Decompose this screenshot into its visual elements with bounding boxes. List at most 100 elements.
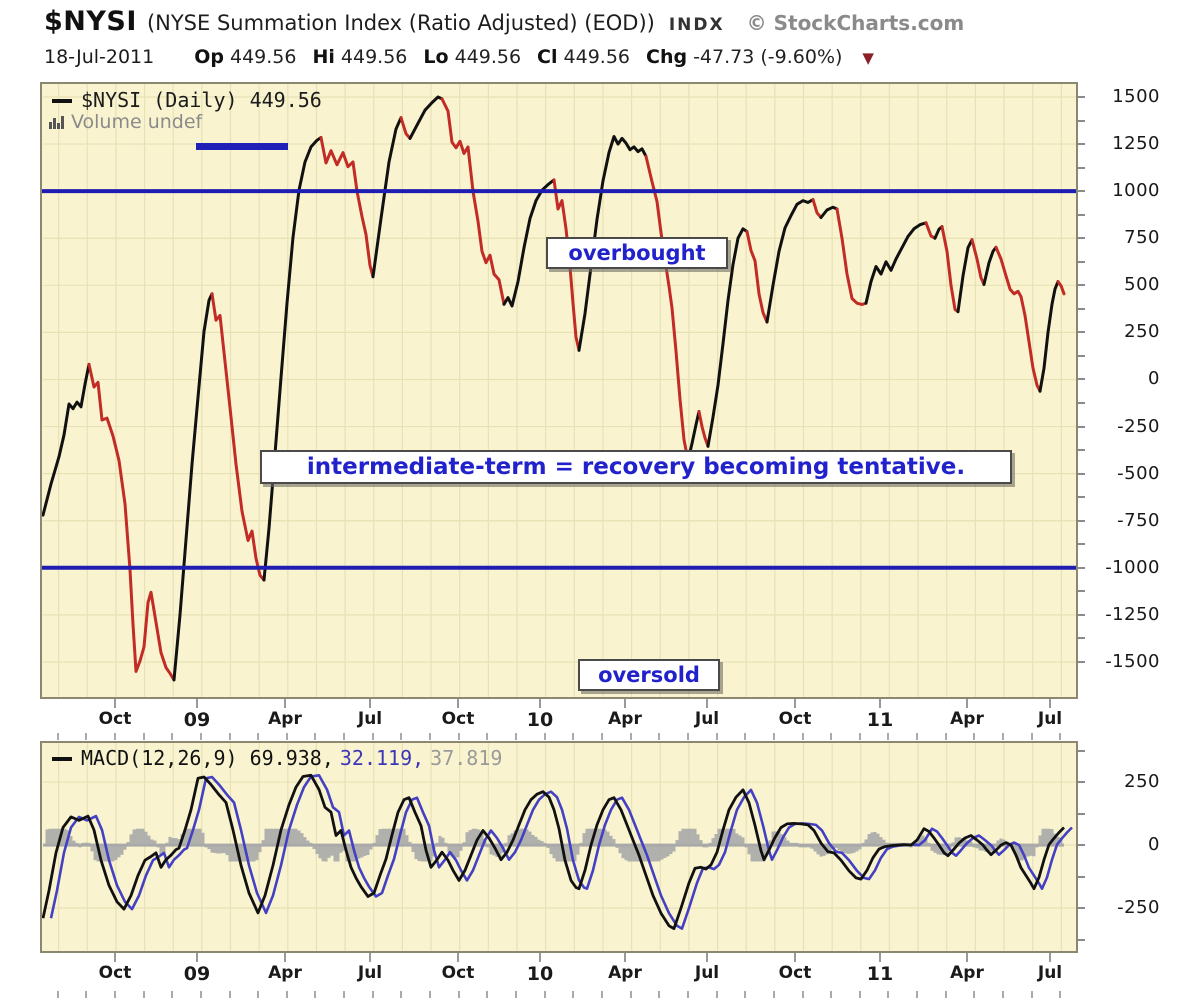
macd-histogram-bar xyxy=(639,845,643,862)
chart-header: $NYSI (NYSE Summation Index (Ratio Adjus… xyxy=(44,6,1084,37)
nysi-line-rising xyxy=(502,178,556,308)
macd-histogram-bar xyxy=(1023,845,1027,859)
macd-histogram-bar xyxy=(423,845,427,862)
y-axis-tick xyxy=(1078,378,1085,381)
y-axis-label: 1250 xyxy=(1112,133,1160,155)
x-axis-label: Apr xyxy=(950,963,984,983)
macd-histogram-bar xyxy=(1056,836,1060,846)
macd-histogram-bar xyxy=(132,829,136,846)
macd-histogram-bar xyxy=(327,845,331,858)
x-axis-minor-tick xyxy=(973,991,976,998)
volume-legend: Volume undef xyxy=(48,111,288,150)
x-axis-minor-tick xyxy=(572,991,575,998)
macd-histogram-bar xyxy=(1035,845,1039,848)
macd-histogram-bar xyxy=(54,828,58,846)
macd-histogram-bar xyxy=(288,828,292,846)
macd-histogram-bar xyxy=(1053,833,1057,846)
x-axis-label: 10 xyxy=(526,963,554,985)
macd-histogram-bar xyxy=(705,845,709,848)
macd-histogram-bar xyxy=(186,828,190,846)
macd-histogram-bar xyxy=(183,828,187,846)
y-axis-tick xyxy=(1078,590,1085,593)
x-axis-label: Jul xyxy=(1037,709,1063,729)
macd-histogram-bar xyxy=(852,845,856,853)
macd-histogram-bar xyxy=(606,831,610,846)
macd-histogram-bar xyxy=(840,845,844,853)
x-axis-tick xyxy=(794,699,796,708)
x-axis-minor-tick xyxy=(916,733,919,740)
y-axis-tick xyxy=(1078,425,1085,428)
x-axis-minor-tick xyxy=(686,991,689,998)
macd-plot xyxy=(42,743,1076,951)
volume-bars-icon xyxy=(49,116,64,129)
macd-histogram-bar xyxy=(489,845,493,855)
x-axis-label: Jul xyxy=(357,709,383,729)
nysi-line-falling xyxy=(87,362,176,682)
nysi-line-rising xyxy=(262,136,323,582)
x-axis-minor-tick xyxy=(429,733,432,740)
macd-histogram-bar xyxy=(465,832,469,846)
macd-histogram-bar xyxy=(417,845,421,861)
macd-histogram-bar xyxy=(552,845,556,859)
x-axis-minor-tick xyxy=(801,733,804,740)
y-axis-tick xyxy=(1078,907,1085,910)
x-axis-minor-tick xyxy=(515,733,517,740)
macd-histogram-bar xyxy=(378,829,382,846)
macd-histogram-bar xyxy=(927,842,931,846)
symbol-label: $NYSI xyxy=(44,6,137,37)
nysi-line-rising xyxy=(408,95,444,140)
macd-histogram-bar xyxy=(348,845,352,862)
open-label: Op xyxy=(194,46,224,68)
chart-date: 18-Jul-2011 xyxy=(44,46,155,68)
main-x-axis: Oct 09 Apr Jul Oct 10 Apr Jul Oct 11 Apr Jul xyxy=(40,699,1078,741)
macd-histogram-bar xyxy=(717,828,721,846)
macd-histogram-bar xyxy=(690,828,694,846)
close-value: 449.56 xyxy=(563,46,630,68)
y-axis-tick xyxy=(1078,402,1085,405)
y-axis-tick xyxy=(1078,472,1085,475)
nysi-line-falling xyxy=(210,292,266,582)
nysi-line-falling xyxy=(940,225,960,314)
y-axis-label: 250 xyxy=(1124,771,1160,793)
nysi-line-falling xyxy=(970,238,986,286)
y-axis-label: 0 xyxy=(1148,368,1160,390)
macd-histogram-bar xyxy=(891,842,895,846)
macd-histogram-bar xyxy=(696,834,700,846)
macd-histogram-bar xyxy=(450,845,454,857)
macd-histogram-bar xyxy=(225,845,229,856)
nysi-line-falling xyxy=(835,207,868,306)
x-axis-minor-tick xyxy=(715,991,718,998)
x-axis-minor-tick xyxy=(314,733,317,740)
macd-histogram-bar xyxy=(753,845,757,862)
y-axis-label: 0 xyxy=(1148,834,1160,856)
macd-histogram-bar xyxy=(120,845,124,855)
x-axis-label: Apr xyxy=(268,709,302,729)
macd-histogram-bar xyxy=(864,839,868,846)
macd-histogram-bar xyxy=(219,845,223,854)
chart-title: (NYSE Summation Index (Ratio Adjusted) (… xyxy=(146,11,655,35)
x-axis-minor-tick xyxy=(486,733,489,740)
macd-histogram-bar xyxy=(246,845,250,862)
x-axis-label: 10 xyxy=(526,709,554,731)
macd-histogram-bar xyxy=(846,845,850,854)
macd-histogram-bar xyxy=(987,845,991,853)
x-axis-minor-tick xyxy=(400,991,403,998)
macd-histogram-bar xyxy=(531,834,535,846)
macd-histogram-bar xyxy=(135,828,139,846)
x-axis-tick xyxy=(196,953,198,962)
macd-histogram-bar xyxy=(867,834,871,846)
macd-histogram-bar xyxy=(63,828,67,846)
macd-histogram-bar xyxy=(381,828,385,846)
macd-histogram-bar xyxy=(75,842,79,846)
macd-histogram-bar xyxy=(702,845,706,848)
macd-histogram-bar xyxy=(723,828,727,846)
x-axis-label: Apr xyxy=(608,709,642,729)
y-axis-label: -1000 xyxy=(1105,556,1160,578)
macd-histogram-bar xyxy=(60,828,64,846)
x-axis-tick xyxy=(624,699,626,708)
macd-histogram-bar xyxy=(741,837,745,846)
ohlc-row: 18-Jul-2011 Op 449.56 Hi 449.56 Lo 449.5… xyxy=(44,46,1144,68)
macd-histogram-bar xyxy=(453,845,457,858)
open-value: 449.56 xyxy=(230,46,297,68)
macd-x-axis: Oct 09 Apr Jul Oct 10 Apr Jul Oct 11 Apr Jul xyxy=(40,953,1078,999)
